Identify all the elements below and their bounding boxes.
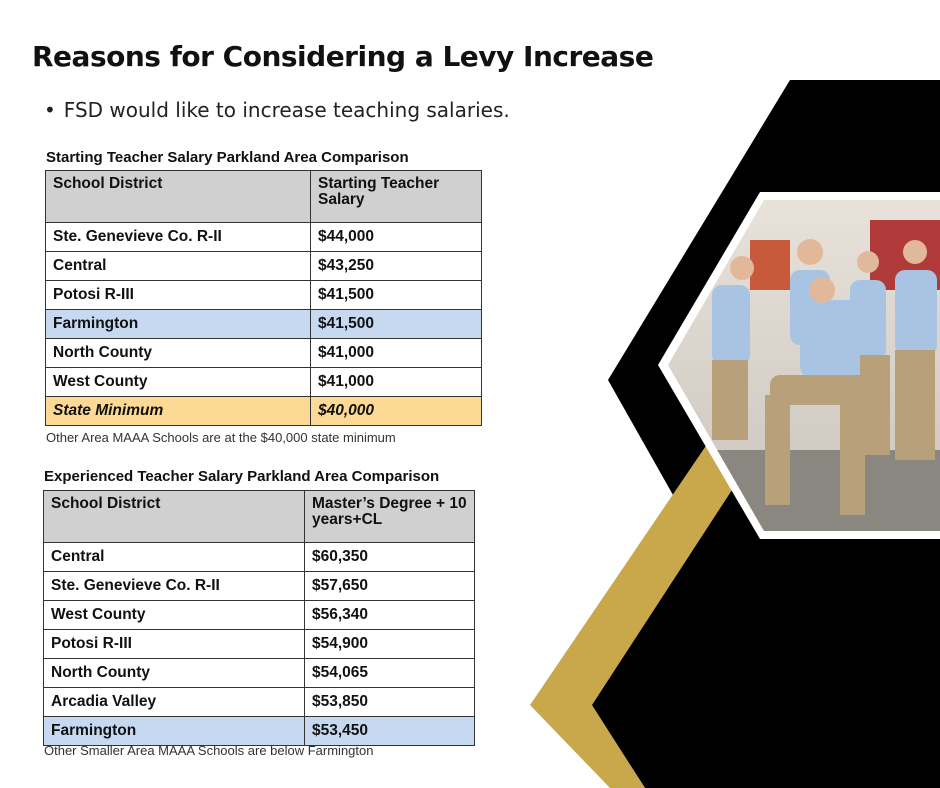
table-caption: Experienced Teacher Salary Parkland Area… <box>44 468 440 485</box>
table-cell: $41,000 <box>310 338 482 368</box>
table-row: Central $43,250 <box>45 251 482 281</box>
table-caption: Starting Teacher Salary Parkland Area Co… <box>46 149 409 166</box>
table-row: West County $41,000 <box>45 367 482 397</box>
table-cell: Farmington <box>43 716 305 746</box>
table-cell: $41,000 <box>310 367 482 397</box>
table-header: School District Master’s Degree + 10 year… <box>43 490 475 543</box>
gold-stripe <box>530 428 745 788</box>
table-cell: $56,340 <box>304 600 475 630</box>
table-cell: $41,500 <box>310 309 482 339</box>
table-cell: West County <box>43 600 305 630</box>
table-cell: School District <box>45 170 311 223</box>
table-note: Other Area MAAA Schools are at the $40,0… <box>46 430 396 445</box>
table-row: North County $54,065 <box>43 658 475 688</box>
table-cell: Central <box>45 251 311 281</box>
table: School District Master’s Degree + 10 year… <box>43 490 475 746</box>
table-cell: $60,350 <box>304 542 475 572</box>
table-cell: Master’s Degree + 10 years+CL <box>304 490 475 543</box>
table-cell: $54,065 <box>304 658 475 688</box>
table-cell: $53,850 <box>304 687 475 717</box>
table-row: North County $41,000 <box>45 338 482 368</box>
table-cell: West County <box>45 367 311 397</box>
table-row: Potosi R-III $54,900 <box>43 629 475 659</box>
table-cell: Central <box>43 542 305 572</box>
table-row: Arcadia Valley $53,850 <box>43 687 475 717</box>
table-cell: $57,650 <box>304 571 475 601</box>
table-row: Potosi R-III $41,500 <box>45 280 482 310</box>
table-row: Farmington $53,450 <box>43 716 475 746</box>
title: Reasons for Considering a Levy Increase <box>32 40 654 73</box>
table: School District Starting Teacher Salary St… <box>45 170 482 426</box>
table-cell: $40,000 <box>310 396 482 426</box>
table-cell: Farmington <box>45 309 311 339</box>
table-row: Farmington $41,500 <box>45 309 482 339</box>
table-row: Ste. Genevieve Co. R-II $57,650 <box>43 571 475 601</box>
table-header: School District Starting Teacher Salary <box>45 170 482 223</box>
table-note: Other Smaller Area MAAA Schools are belo… <box>44 743 374 758</box>
table-cell: Starting Teacher Salary <box>310 170 482 223</box>
table-cell: $41,500 <box>310 280 482 310</box>
table-row: West County $56,340 <box>43 600 475 630</box>
table-cell: $43,250 <box>310 251 482 281</box>
bullet: FSD would like to increase teaching sala… <box>44 98 510 122</box>
table-cell: $44,000 <box>310 222 482 252</box>
table-cell: North County <box>43 658 305 688</box>
table-cell: State Minimum <box>45 396 311 426</box>
table-cell: North County <box>45 338 311 368</box>
table-cell: $54,900 <box>304 629 475 659</box>
table-row: Central $60,350 <box>43 542 475 572</box>
table-row: State Minimum $40,000 <box>45 396 482 426</box>
table-cell: Arcadia Valley <box>43 687 305 717</box>
table-cell: Ste. Genevieve Co. R-II <box>45 222 311 252</box>
table-cell: Ste. Genevieve Co. R-II <box>43 571 305 601</box>
table-row: Ste. Genevieve Co. R-II $44,000 <box>45 222 482 252</box>
table-cell: Potosi R-III <box>43 629 305 659</box>
table-cell: School District <box>43 490 305 543</box>
table-cell: $53,450 <box>304 716 475 746</box>
table-cell: Potosi R-III <box>45 280 311 310</box>
